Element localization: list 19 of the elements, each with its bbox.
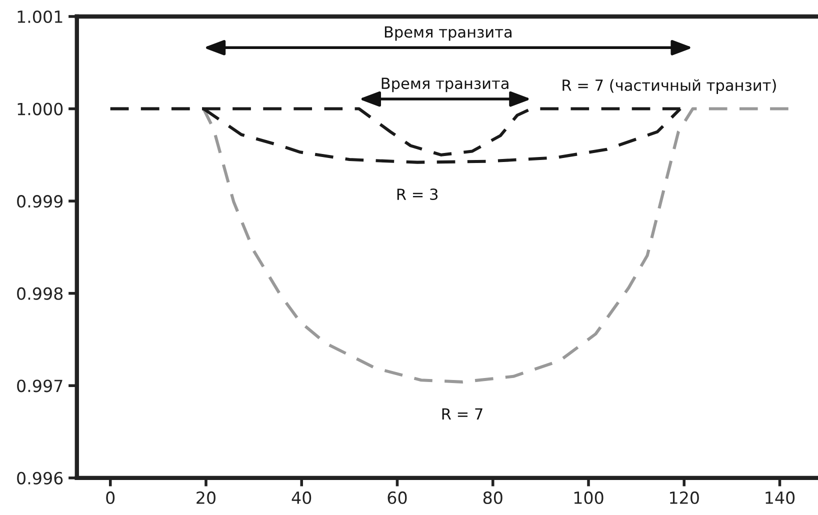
y-tick-label: 0.998: [17, 287, 63, 300]
y-tick-label: 1.000: [18, 102, 63, 116]
x-tick-label: 80: [483, 491, 502, 504]
x-tick-label: 120: [670, 491, 699, 504]
series-label: R = 3: [397, 188, 438, 200]
annotation: Время транзита: [382, 78, 508, 92]
y-tick-label: 0.999: [17, 195, 63, 208]
x-tick-label: 60: [388, 491, 407, 504]
x-tick-label: 40: [292, 491, 312, 504]
y-tick-label: 1.001: [18, 10, 62, 24]
x-tick-label: 100: [574, 491, 604, 504]
series-label: R = 7: [442, 408, 482, 420]
x-tick-label: 0: [106, 491, 115, 504]
x-tick-label: 140: [766, 491, 795, 504]
x-tick-label: 20: [196, 491, 216, 504]
annotation: Время транзита: [384, 26, 512, 41]
y-tick-label: 0.997: [17, 380, 62, 392]
y-tick-label: 0.996: [17, 472, 63, 484]
series-label: R = 7 (частичный транзит): [562, 79, 776, 94]
